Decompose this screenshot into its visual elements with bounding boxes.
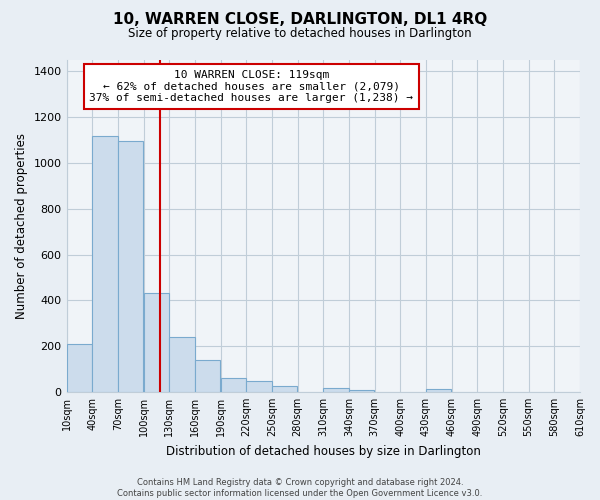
Text: Contains HM Land Registry data © Crown copyright and database right 2024.
Contai: Contains HM Land Registry data © Crown c… xyxy=(118,478,482,498)
Bar xyxy=(272,386,298,392)
Text: 10 WARREN CLOSE: 119sqm
← 62% of detached houses are smaller (2,079)
37% of semi: 10 WARREN CLOSE: 119sqm ← 62% of detache… xyxy=(89,70,413,103)
Bar xyxy=(426,389,451,392)
Bar xyxy=(67,344,92,392)
Bar xyxy=(323,388,349,392)
Bar xyxy=(195,360,220,392)
Text: Size of property relative to detached houses in Darlington: Size of property relative to detached ho… xyxy=(128,28,472,40)
Bar xyxy=(349,390,374,392)
Bar xyxy=(247,381,272,392)
Bar xyxy=(118,142,143,392)
Bar xyxy=(92,136,118,392)
Bar xyxy=(169,337,194,392)
Bar xyxy=(144,294,169,392)
X-axis label: Distribution of detached houses by size in Darlington: Distribution of detached houses by size … xyxy=(166,444,481,458)
Y-axis label: Number of detached properties: Number of detached properties xyxy=(15,133,28,319)
Bar xyxy=(221,378,246,392)
Text: 10, WARREN CLOSE, DARLINGTON, DL1 4RQ: 10, WARREN CLOSE, DARLINGTON, DL1 4RQ xyxy=(113,12,487,28)
